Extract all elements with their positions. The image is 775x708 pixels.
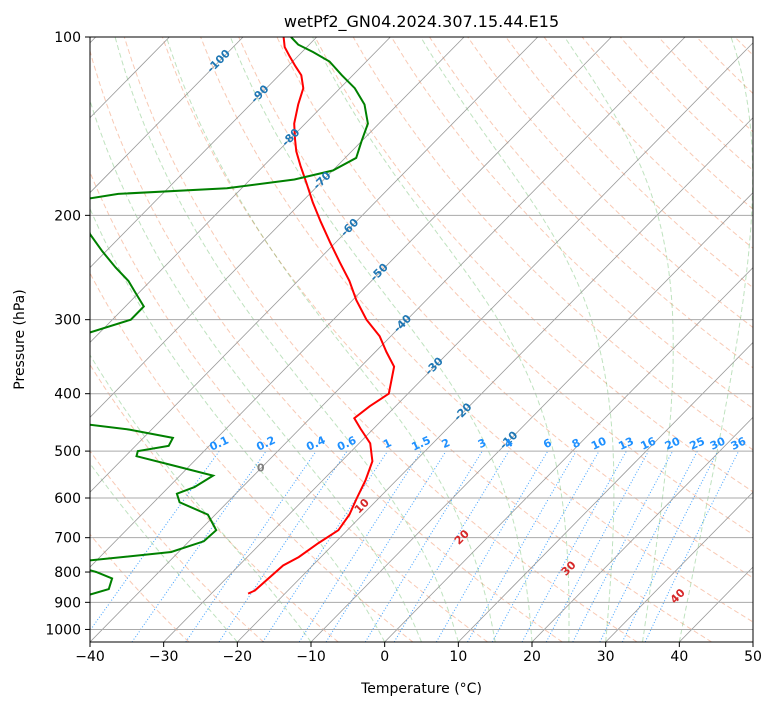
mixing-ratio-label: 36 — [729, 434, 749, 452]
y-tick-label: 800 — [54, 565, 81, 581]
dry-adiabat — [123, 37, 638, 642]
moist-adiabat — [678, 37, 753, 642]
mixing-ratio-line — [218, 450, 348, 642]
x-tick-label: 0 — [380, 649, 389, 665]
mixing-ratio-label: 16 — [639, 434, 659, 452]
y-tick-label: 400 — [54, 387, 81, 403]
isotherm — [90, 37, 465, 418]
y-tick-label: 1000 — [45, 622, 81, 638]
mixing-ratio-line — [599, 450, 698, 642]
x-tick-label: −10 — [296, 649, 326, 665]
x-tick-label: 10 — [449, 649, 467, 665]
isotherm — [605, 491, 753, 642]
moist-adiabat — [90, 207, 386, 642]
isotherm — [90, 37, 318, 269]
y-tick-label: 100 — [54, 30, 81, 46]
mixing-ratio-line — [572, 450, 674, 642]
x-tick-label: 30 — [597, 649, 615, 665]
dry-adiabat — [314, 37, 753, 493]
mixing-ratio-line — [491, 450, 600, 642]
mixing-ratio-label: 30 — [708, 434, 728, 452]
mixing-ratio-label: 25 — [688, 435, 707, 453]
moist-adiabat — [229, 37, 533, 642]
dry-adiabat — [161, 37, 712, 642]
mixing-ratio-line — [435, 450, 549, 642]
x-tick-label: 20 — [523, 649, 541, 665]
moist-adiabat — [312, 37, 570, 642]
isotherm — [90, 37, 391, 343]
dry-adiabat — [90, 49, 563, 642]
moist-adiabat-label: 0 — [257, 462, 265, 475]
profile-series — [90, 37, 396, 596]
x-tick-label: 40 — [670, 649, 688, 665]
chart-title: wetPf2_GN04.2024.307.15.44.E15 — [284, 12, 559, 32]
y-tick-label: 900 — [54, 595, 81, 611]
dry-adiabat — [390, 37, 753, 410]
mixing-ratio-line — [262, 450, 389, 642]
moist-adiabat — [114, 37, 459, 642]
x-tick-label: −20 — [223, 649, 253, 665]
isotherm — [163, 42, 753, 642]
mixing-ratio-line — [90, 450, 220, 632]
dry-adiabat — [467, 37, 753, 329]
isotherm — [90, 37, 612, 568]
dry-adiabat — [90, 272, 414, 642]
dry-adiabat — [200, 37, 753, 623]
moist-adiabat — [90, 99, 422, 642]
mixing-ratio-label: 20 — [663, 434, 683, 452]
x-axis: −40 −30 −20 −10 0 10 20 30 40 50 — [75, 642, 762, 665]
x-tick-label: −30 — [149, 649, 179, 665]
isotherm — [384, 266, 753, 642]
isotherm — [458, 341, 753, 642]
isotherm — [310, 192, 753, 642]
isotherm — [90, 37, 539, 493]
moist-adiabat — [420, 37, 615, 642]
mixing-ratio-line — [325, 450, 447, 642]
y-tick-label: 600 — [54, 491, 81, 507]
moist-adiabat — [165, 37, 496, 642]
x-axis-label: Temperature (°C) — [360, 681, 482, 697]
isotherm — [90, 37, 244, 194]
dewpoint-line — [90, 37, 369, 596]
mixing-ratio-label: 13 — [616, 435, 635, 453]
moist-adiabat — [90, 462, 238, 642]
isotherm — [90, 37, 686, 642]
isotherm — [237, 117, 753, 642]
y-tick-label: 700 — [54, 531, 81, 547]
mixing-ratio-line — [364, 450, 483, 642]
y-axis-label: Pressure (hPa) — [12, 289, 28, 389]
mixing-ratio-line — [298, 450, 422, 642]
plot-frame — [89, 36, 754, 643]
dry-adiabat — [238, 37, 753, 579]
y-tick-label: 300 — [54, 313, 81, 329]
y-tick-label: 200 — [54, 208, 81, 224]
y-axis: 100 200 300 400 500 600 700 800 900 1000 — [45, 30, 90, 638]
temperature-line — [247, 37, 396, 595]
moist-adiabat — [564, 37, 674, 642]
dry-adiabat — [90, 363, 339, 642]
x-tick-label: 50 — [744, 649, 762, 665]
grid — [90, 37, 753, 642]
x-tick-label: −40 — [75, 649, 105, 665]
isotherm — [531, 416, 753, 642]
dry-adiabat — [90, 533, 190, 642]
dry-adiabat — [505, 37, 753, 289]
mixing-ratio-label: 10 — [589, 434, 609, 452]
dry-adiabat — [352, 37, 753, 451]
y-tick-label: 500 — [54, 444, 81, 460]
